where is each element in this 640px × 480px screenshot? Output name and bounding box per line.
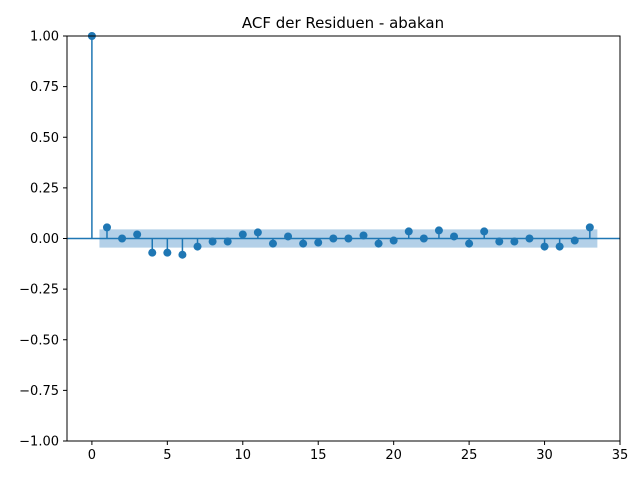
x-tick-label-15: 15: [310, 448, 327, 463]
acf-marker-1: [102, 223, 111, 232]
acf-marker-27: [495, 237, 504, 246]
y-tick-label-2: 0.50: [30, 131, 59, 146]
y-tick-label-0: 1.00: [30, 30, 59, 45]
acf-marker-19: [374, 239, 383, 248]
y-tick-label-6: −0.50: [19, 333, 59, 348]
x-tick-label-30: 30: [536, 448, 553, 463]
acf-marker-4: [148, 248, 157, 257]
y-tick-label-1: 0.75: [30, 80, 59, 95]
plot-area: 0 5 10 15 20 25 30 35 1.00 0.75 0.50 0.25 0.00 −0.25 −…: [19, 30, 628, 464]
acf-marker-12: [268, 239, 277, 248]
chart-title: ACF der Residuen - abakan: [242, 14, 444, 32]
x-tick-label-35: 35: [612, 448, 629, 463]
acf-marker-26: [480, 227, 489, 236]
acf-marker-32: [570, 236, 579, 245]
acf-marker-21: [404, 227, 413, 236]
acf-marker-6: [178, 250, 187, 259]
acf-marker-5: [163, 248, 172, 257]
x-tick-label-10: 10: [235, 448, 252, 463]
acf-marker-2: [118, 234, 127, 243]
acf-marker-23: [434, 226, 443, 235]
acf-marker-20: [389, 236, 398, 245]
x-tick-label-20: 20: [385, 448, 402, 463]
acf-marker-31: [555, 242, 564, 251]
x-tick-label-0: 0: [88, 448, 96, 463]
y-tick-label-4: 0.00: [30, 232, 59, 247]
acf-marker-22: [419, 234, 428, 243]
x-tick-label-25: 25: [461, 448, 478, 463]
acf-marker-17: [344, 234, 353, 243]
acf-marker-33: [585, 223, 594, 232]
acf-marker-3: [133, 230, 142, 239]
acf-marker-7: [193, 242, 202, 251]
y-tick-label-7: −0.75: [19, 384, 59, 399]
x-tick-label-5: 5: [163, 448, 171, 463]
acf-marker-9: [223, 237, 232, 246]
y-tick-label-3: 0.25: [30, 181, 59, 196]
acf-marker-11: [253, 228, 262, 237]
acf-marker-24: [450, 232, 459, 241]
acf-marker-29: [525, 234, 534, 243]
acf-marker-30: [540, 242, 549, 251]
y-tick-label-8: −1.00: [19, 435, 59, 450]
acf-marker-14: [299, 239, 308, 248]
acf-marker-16: [329, 234, 338, 243]
y-tick-label-5: −0.25: [19, 283, 59, 298]
acf-marker-28: [510, 237, 519, 246]
acf-marker-10: [238, 230, 247, 239]
acf-marker-15: [314, 238, 323, 247]
acf-marker-8: [208, 237, 217, 246]
acf-marker-25: [465, 239, 474, 248]
acf-marker-13: [284, 232, 293, 241]
acf-marker-18: [359, 231, 368, 240]
